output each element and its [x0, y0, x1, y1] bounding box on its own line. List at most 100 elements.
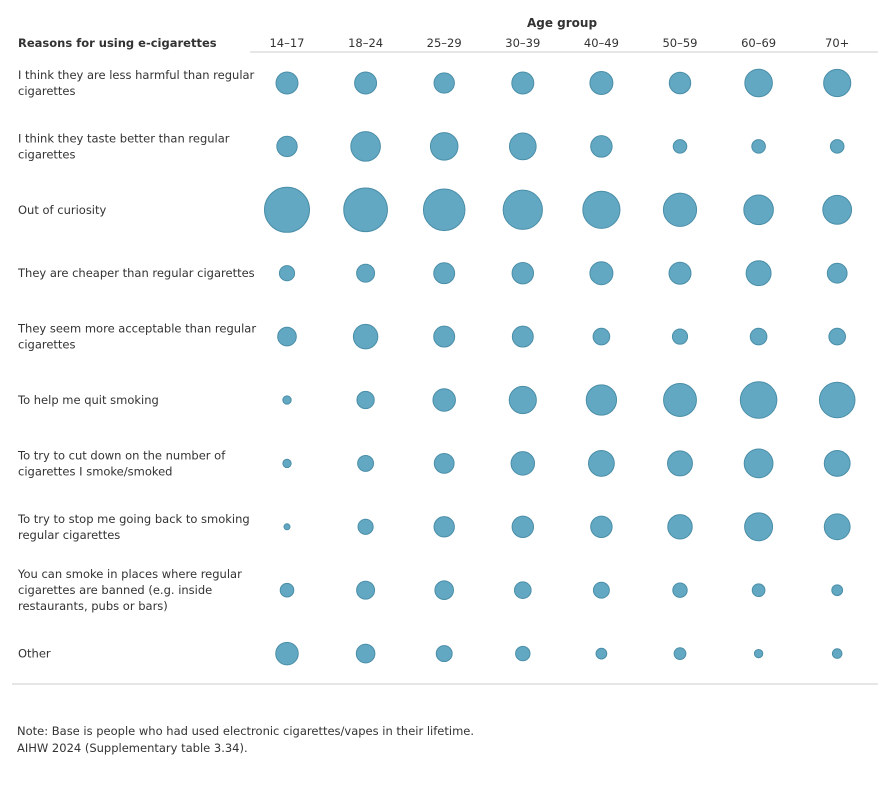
bubble — [433, 516, 455, 538]
bubble — [668, 71, 692, 95]
column-label: 60–69 — [741, 36, 776, 50]
bubble — [357, 518, 374, 535]
row-label: To try to cut down on the number of — [17, 448, 226, 462]
bubble — [743, 194, 774, 226]
bubble — [672, 582, 688, 598]
bubble — [831, 648, 843, 659]
bubble — [739, 381, 778, 419]
row-header: Reasons for using e-cigarettes — [18, 36, 217, 50]
bubble — [429, 132, 459, 161]
bubble — [751, 139, 766, 154]
bubble — [744, 68, 773, 98]
bubble — [277, 326, 297, 347]
bubble — [753, 648, 764, 659]
row-label: To try to stop me going back to smoking — [17, 512, 250, 526]
bubble — [511, 261, 535, 285]
age-group-title: Age group — [527, 16, 597, 30]
column-label: 40–49 — [584, 36, 619, 50]
row-label: Out of curiosity — [18, 203, 107, 217]
bubble — [264, 186, 310, 233]
column-label: 18–24 — [348, 36, 383, 50]
bubble — [282, 458, 292, 469]
bubble-chart: Age group Reasons for using e-cigarettes… — [12, 16, 878, 685]
bubble — [829, 139, 845, 154]
bubble — [595, 647, 608, 660]
bubble — [433, 453, 455, 474]
bubble — [511, 325, 534, 348]
row-label: I think they are less harmful than regul… — [18, 68, 255, 82]
row-label: cigarettes I smoke/smoked — [18, 464, 173, 478]
bubble — [282, 395, 292, 405]
bubble — [667, 514, 693, 540]
column-label: 25–29 — [427, 36, 462, 50]
bubble — [745, 260, 772, 287]
bubble — [590, 135, 613, 158]
bubble — [513, 581, 532, 600]
bubble — [828, 327, 847, 346]
bubble — [826, 262, 848, 284]
bubble — [823, 449, 851, 477]
bubble — [279, 582, 295, 598]
row-labels: I think they are less harmful than regul… — [17, 68, 256, 661]
bubble — [352, 323, 379, 350]
bubble — [662, 192, 698, 227]
source-note: AIHW 2024 (Supplementary table 3.34). — [17, 741, 248, 755]
bubble — [275, 641, 299, 666]
bubble — [275, 71, 299, 95]
bubble — [589, 70, 614, 96]
row-label: regular cigarettes — [18, 528, 120, 542]
bubble — [582, 190, 621, 229]
bubble — [589, 261, 614, 286]
row-label: They are cheaper than regular cigarettes — [17, 266, 255, 280]
bubble — [355, 643, 376, 664]
bubble — [511, 515, 535, 539]
bubble — [823, 513, 851, 541]
column-label: 50–59 — [662, 36, 697, 50]
bubble — [343, 187, 388, 233]
column-label: 30–39 — [505, 36, 540, 50]
row-label: To help me quit smoking — [17, 393, 159, 407]
bubble — [592, 327, 611, 346]
bubble — [663, 383, 697, 417]
bubble — [743, 448, 774, 479]
row-label: cigarettes — [18, 338, 76, 352]
bubble — [422, 188, 466, 232]
bubble — [511, 71, 535, 95]
row-label: You can smoke in places where regular — [17, 567, 242, 581]
row-label: cigarettes — [18, 84, 76, 98]
bubble — [831, 584, 844, 597]
row-label: Other — [18, 647, 51, 661]
bubble — [587, 449, 615, 477]
row-label: cigarettes are banned (e.g. inside — [18, 583, 212, 597]
bubble — [433, 325, 456, 348]
bubble — [823, 68, 852, 98]
bubble — [356, 390, 375, 410]
bubble — [508, 132, 537, 161]
bubble — [751, 583, 766, 598]
bubbles — [264, 68, 856, 666]
column-label: 14–17 — [269, 36, 304, 50]
bubble — [435, 645, 453, 663]
bubble — [667, 450, 693, 477]
column-label: 70+ — [825, 36, 849, 50]
bubble — [822, 194, 853, 225]
bubble — [356, 263, 376, 283]
bubble — [276, 135, 298, 158]
row-label: restaurants, pubs or bars) — [18, 599, 168, 613]
bubble — [585, 384, 618, 416]
bubble — [356, 580, 376, 600]
bubble — [818, 381, 856, 419]
bubble — [672, 139, 688, 154]
bubble — [744, 512, 774, 542]
bubble — [357, 454, 375, 472]
row-label: I think they taste better than regular — [18, 131, 230, 145]
row-label: cigarettes — [18, 147, 76, 161]
bubble — [432, 388, 456, 412]
footnote: Note: Base is people who had used electr… — [17, 724, 475, 738]
bubble — [671, 328, 689, 345]
bubble — [354, 71, 378, 95]
bubble — [510, 451, 536, 476]
bubble — [590, 515, 613, 539]
bubble — [508, 385, 537, 415]
bubble — [433, 72, 455, 94]
